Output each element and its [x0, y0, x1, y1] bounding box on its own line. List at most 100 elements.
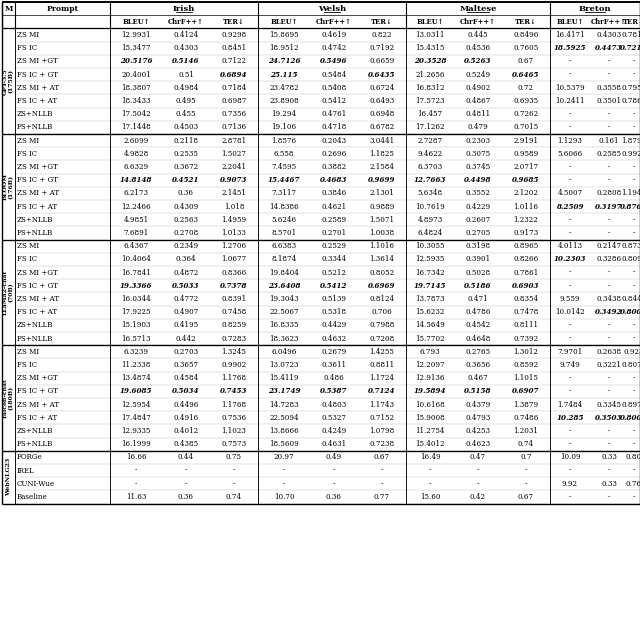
Text: 12.9335: 12.9335	[122, 427, 150, 435]
Text: 0.4521: 0.4521	[172, 176, 200, 184]
Text: 0.8259: 0.8259	[221, 321, 246, 330]
Text: 1.4255: 1.4255	[369, 348, 394, 356]
Text: 9.749: 9.749	[559, 361, 580, 369]
Text: 0.6969: 0.6969	[368, 282, 396, 290]
Text: Breton: Breton	[579, 4, 611, 13]
Text: TER↓: TER↓	[623, 18, 640, 26]
Text: FS IC: FS IC	[17, 44, 37, 52]
Text: IREL: IREL	[17, 467, 35, 474]
Polygon shape	[2, 253, 15, 266]
Text: 0.9699: 0.9699	[368, 176, 396, 184]
Text: 1.0133: 1.0133	[221, 229, 246, 237]
Text: -: -	[185, 467, 187, 474]
Text: 0.6987: 0.6987	[221, 97, 246, 105]
Text: 0.2147: 0.2147	[596, 242, 621, 250]
Text: 16.66: 16.66	[125, 453, 147, 462]
Text: 6.793: 6.793	[420, 348, 440, 356]
Text: 1.8576: 1.8576	[271, 137, 296, 145]
Text: 16.1999: 16.1999	[121, 440, 151, 448]
Text: 16.5713: 16.5713	[121, 335, 151, 343]
Text: 6.3239: 6.3239	[124, 348, 148, 356]
Text: -: -	[633, 440, 635, 448]
Polygon shape	[2, 371, 15, 385]
Text: 0.7813: 0.7813	[621, 31, 640, 39]
Text: 10.7619: 10.7619	[415, 203, 445, 211]
Text: 0.4429: 0.4429	[321, 321, 347, 330]
Text: 18.9512: 18.9512	[269, 44, 299, 52]
Text: Prompt: Prompt	[47, 4, 79, 13]
Text: 5.6066: 5.6066	[557, 150, 582, 158]
Text: 11.2338: 11.2338	[122, 361, 150, 369]
Text: -: -	[608, 163, 610, 171]
Text: 1.3012: 1.3012	[513, 348, 538, 356]
Text: 0.3501: 0.3501	[596, 97, 621, 105]
Text: 6.6329: 6.6329	[124, 163, 148, 171]
Text: -: -	[633, 269, 635, 277]
Text: 10.5379: 10.5379	[555, 84, 585, 92]
Text: 15.6232: 15.6232	[415, 308, 445, 316]
Text: 0.3656: 0.3656	[465, 361, 491, 369]
Text: FS IC: FS IC	[17, 255, 37, 264]
Text: 10.2411: 10.2411	[556, 97, 585, 105]
Text: 0.51: 0.51	[178, 70, 194, 79]
Text: -: -	[569, 163, 571, 171]
Text: 0.479: 0.479	[468, 123, 488, 131]
Text: 0.7486: 0.7486	[513, 414, 539, 422]
Text: FS IC: FS IC	[17, 361, 37, 369]
Text: 0.5158: 0.5158	[464, 387, 492, 396]
Text: 0.4683: 0.4683	[320, 176, 348, 184]
Text: 0.4648: 0.4648	[465, 335, 491, 343]
Text: -: -	[608, 321, 610, 330]
Text: ZS+NLLB: ZS+NLLB	[17, 427, 53, 435]
Text: 1.0798: 1.0798	[369, 427, 395, 435]
Text: 0.8006: 0.8006	[620, 414, 640, 422]
Text: 0.7356: 0.7356	[221, 110, 246, 118]
Polygon shape	[2, 305, 15, 319]
Text: 0.7478: 0.7478	[513, 308, 539, 316]
Text: 1.1016: 1.1016	[369, 242, 394, 250]
Text: FS IC + GT: FS IC + GT	[17, 70, 58, 79]
Polygon shape	[2, 68, 15, 81]
Text: 0.9298: 0.9298	[221, 31, 246, 39]
Text: 0.8095: 0.8095	[621, 255, 640, 264]
Text: 0.6935: 0.6935	[513, 97, 539, 105]
Polygon shape	[15, 213, 640, 227]
Text: 0.9173: 0.9173	[513, 229, 539, 237]
Text: 0.44: 0.44	[178, 453, 194, 462]
Polygon shape	[2, 358, 15, 371]
Text: 0.6907: 0.6907	[512, 387, 540, 396]
Polygon shape	[2, 173, 15, 187]
Text: -: -	[525, 480, 527, 488]
Text: 4.5007: 4.5007	[557, 189, 582, 197]
Text: 12.5935: 12.5935	[415, 255, 445, 264]
Text: -: -	[569, 387, 571, 396]
Text: -: -	[608, 374, 610, 382]
Text: 10.285: 10.285	[556, 414, 584, 422]
Text: 0.4124: 0.4124	[173, 31, 198, 39]
Text: 20.5176: 20.5176	[120, 57, 152, 65]
Text: 1.1023: 1.1023	[221, 427, 246, 435]
Text: 0.2303: 0.2303	[465, 137, 490, 145]
Text: 0.5186: 0.5186	[464, 282, 492, 290]
Text: 15.4012: 15.4012	[415, 440, 445, 448]
Text: 0.4229: 0.4229	[465, 203, 491, 211]
Text: BLEU↑: BLEU↑	[270, 18, 298, 26]
Text: 0.7: 0.7	[520, 453, 532, 462]
Text: -: -	[608, 269, 610, 277]
Text: 0.80: 0.80	[626, 453, 640, 462]
Text: 0.5028: 0.5028	[465, 269, 491, 277]
Text: 1.1768: 1.1768	[221, 374, 246, 382]
Text: 0.7378: 0.7378	[220, 282, 248, 290]
Text: 0.8731: 0.8731	[621, 242, 640, 250]
Text: -: -	[633, 163, 635, 171]
Text: 23.4782: 23.4782	[269, 84, 299, 92]
Text: 0.4772: 0.4772	[173, 295, 198, 303]
Text: 15.60: 15.60	[420, 493, 440, 501]
Text: 0.7122: 0.7122	[221, 57, 246, 65]
Text: 3.0441: 3.0441	[369, 137, 395, 145]
Polygon shape	[2, 42, 15, 55]
Text: 12.5954: 12.5954	[121, 401, 151, 408]
Text: ChrF++↑: ChrF++↑	[460, 18, 496, 26]
Text: 0.4303: 0.4303	[173, 44, 198, 52]
Text: 0.5484: 0.5484	[321, 70, 347, 79]
